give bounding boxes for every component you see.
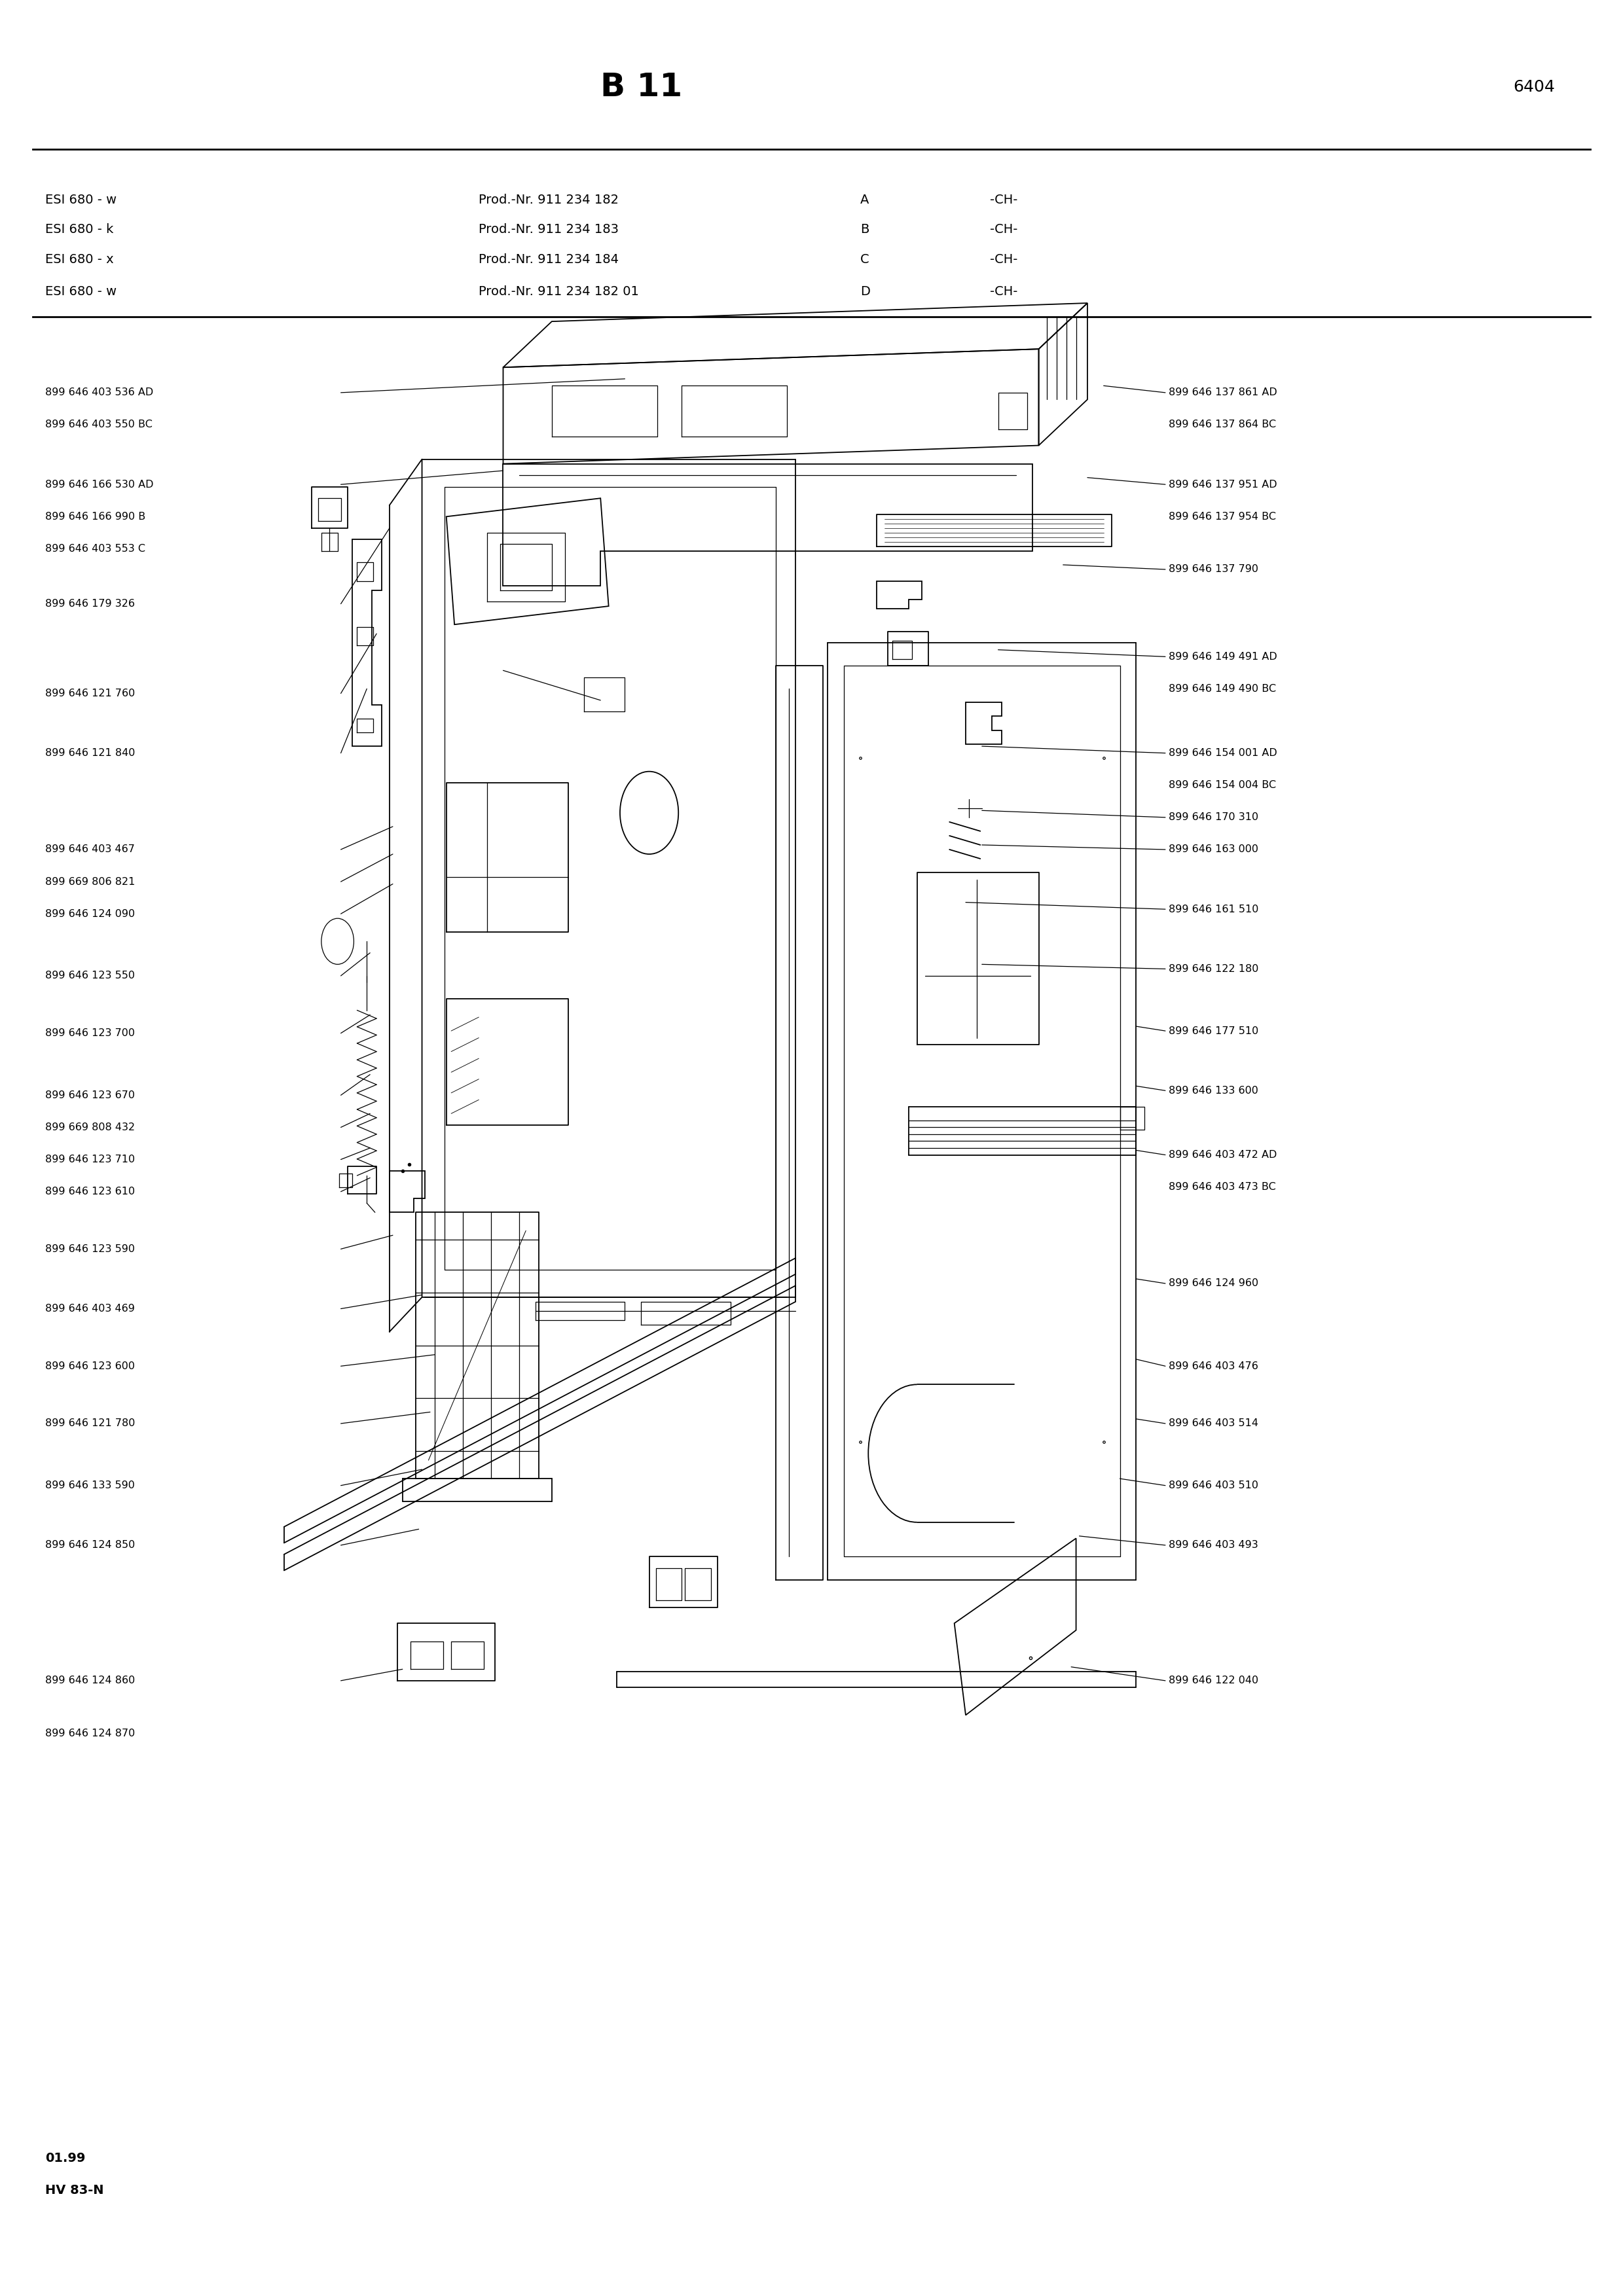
Text: 899 646 123 670: 899 646 123 670 xyxy=(45,1091,135,1100)
Text: ESI 680 - k: ESI 680 - k xyxy=(45,223,114,236)
Text: 899 646 137 864 BC: 899 646 137 864 BC xyxy=(1169,420,1276,429)
Text: ESI 680 - w: ESI 680 - w xyxy=(45,193,117,207)
Text: 899 646 403 553 C: 899 646 403 553 C xyxy=(45,544,146,553)
Text: ESI 680 - w: ESI 680 - w xyxy=(45,285,117,298)
Text: 899 646 121 780: 899 646 121 780 xyxy=(45,1419,135,1428)
Text: 899 646 403 469: 899 646 403 469 xyxy=(45,1304,135,1313)
Text: 899 646 122 180: 899 646 122 180 xyxy=(1169,964,1258,974)
Text: 899 646 161 510: 899 646 161 510 xyxy=(1169,905,1258,914)
Text: 899 646 179 326: 899 646 179 326 xyxy=(45,599,135,608)
Text: 899 646 123 600: 899 646 123 600 xyxy=(45,1362,135,1371)
Text: 899 646 137 861 AD: 899 646 137 861 AD xyxy=(1169,388,1277,397)
Text: 899 646 154 004 BC: 899 646 154 004 BC xyxy=(1169,781,1276,790)
Text: 899 646 121 840: 899 646 121 840 xyxy=(45,748,135,758)
Text: 899 646 403 472 AD: 899 646 403 472 AD xyxy=(1169,1150,1277,1159)
Text: 899 669 808 432: 899 669 808 432 xyxy=(45,1123,135,1132)
Text: 899 646 149 490 BC: 899 646 149 490 BC xyxy=(1169,684,1276,693)
Text: 899 646 154 001 AD: 899 646 154 001 AD xyxy=(1169,748,1277,758)
Text: 899 646 403 493: 899 646 403 493 xyxy=(1169,1541,1258,1550)
Text: 899 646 133 600: 899 646 133 600 xyxy=(1169,1086,1258,1095)
Text: ESI 680 - x: ESI 680 - x xyxy=(45,253,114,266)
Text: 899 646 170 310: 899 646 170 310 xyxy=(1169,813,1258,822)
Text: 899 646 149 491 AD: 899 646 149 491 AD xyxy=(1169,652,1277,661)
Text: 899 646 403 550 BC: 899 646 403 550 BC xyxy=(45,420,153,429)
Text: 899 646 121 760: 899 646 121 760 xyxy=(45,689,135,698)
Text: 899 646 133 590: 899 646 133 590 xyxy=(45,1481,135,1490)
Text: 899 646 137 951 AD: 899 646 137 951 AD xyxy=(1169,480,1277,489)
Text: 899 646 124 960: 899 646 124 960 xyxy=(1169,1279,1258,1288)
Text: 899 646 122 040: 899 646 122 040 xyxy=(1169,1676,1258,1685)
Text: 899 646 124 870: 899 646 124 870 xyxy=(45,1729,135,1738)
Text: 899 669 806 821: 899 669 806 821 xyxy=(45,877,135,886)
Text: -CH-: -CH- xyxy=(990,193,1018,207)
Text: Prod.-Nr. 911 234 184: Prod.-Nr. 911 234 184 xyxy=(479,253,618,266)
Text: 899 646 403 510: 899 646 403 510 xyxy=(1169,1481,1258,1490)
Text: 899 646 123 610: 899 646 123 610 xyxy=(45,1187,135,1196)
Text: 899 646 123 700: 899 646 123 700 xyxy=(45,1029,135,1038)
Text: B: B xyxy=(860,223,868,236)
Text: D: D xyxy=(860,285,870,298)
Text: B 11: B 11 xyxy=(601,71,682,103)
Text: 899 646 166 530 AD: 899 646 166 530 AD xyxy=(45,480,154,489)
Text: C: C xyxy=(860,253,868,266)
Text: 899 646 123 710: 899 646 123 710 xyxy=(45,1155,135,1164)
Text: 899 646 403 536 AD: 899 646 403 536 AD xyxy=(45,388,154,397)
Text: 899 646 124 860: 899 646 124 860 xyxy=(45,1676,135,1685)
Text: 899 646 403 514: 899 646 403 514 xyxy=(1169,1419,1258,1428)
Text: 899 646 166 990 B: 899 646 166 990 B xyxy=(45,512,146,521)
Text: 899 646 123 550: 899 646 123 550 xyxy=(45,971,135,980)
Text: 899 646 403 473 BC: 899 646 403 473 BC xyxy=(1169,1182,1276,1192)
Text: 899 646 124 090: 899 646 124 090 xyxy=(45,909,135,918)
Text: 899 646 137 790: 899 646 137 790 xyxy=(1169,565,1258,574)
Text: Prod.-Nr. 911 234 182: Prod.-Nr. 911 234 182 xyxy=(479,193,618,207)
Text: 899 646 137 954 BC: 899 646 137 954 BC xyxy=(1169,512,1276,521)
Text: 899 646 403 476: 899 646 403 476 xyxy=(1169,1362,1258,1371)
Text: Prod.-Nr. 911 234 183: Prod.-Nr. 911 234 183 xyxy=(479,223,618,236)
Text: -CH-: -CH- xyxy=(990,223,1018,236)
Text: 899 646 163 000: 899 646 163 000 xyxy=(1169,845,1258,854)
Text: A: A xyxy=(860,193,868,207)
Text: HV 83-N: HV 83-N xyxy=(45,2183,104,2197)
Text: 899 646 123 590: 899 646 123 590 xyxy=(45,1244,135,1254)
Text: 01.99: 01.99 xyxy=(45,2151,86,2165)
Text: 899 646 403 467: 899 646 403 467 xyxy=(45,845,135,854)
Text: 6404: 6404 xyxy=(1513,80,1555,94)
Text: -CH-: -CH- xyxy=(990,253,1018,266)
Text: 899 646 177 510: 899 646 177 510 xyxy=(1169,1026,1258,1035)
Text: 899 646 124 850: 899 646 124 850 xyxy=(45,1541,135,1550)
Text: Prod.-Nr. 911 234 182 01: Prod.-Nr. 911 234 182 01 xyxy=(479,285,639,298)
Text: -CH-: -CH- xyxy=(990,285,1018,298)
